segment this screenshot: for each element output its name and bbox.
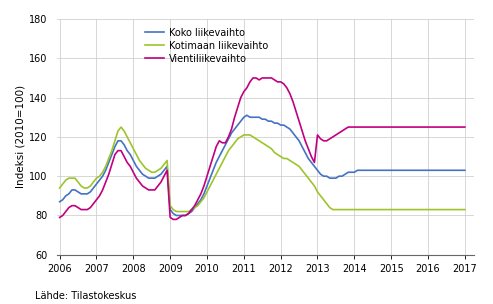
- Line: Vientiliikevaihto: Vientiliikevaihto: [60, 78, 465, 219]
- Koko liikevaihto: [444, 168, 450, 172]
- Y-axis label: Indeksi (2010=100): Indeksi (2010=100): [15, 85, 25, 188]
- Koko liikevaihto: [453, 168, 458, 172]
- Vientiliikevaihto: [453, 125, 458, 129]
- Line: Kotimaan liikevaihto: Kotimaan liikevaihto: [60, 127, 465, 212]
- Kotimaan liikevaihto: [57, 186, 63, 190]
- Vientiliikevaihto: [57, 216, 63, 219]
- Kotimaan liikevaihto: [118, 125, 124, 129]
- Kotimaan liikevaihto: [462, 208, 468, 211]
- Kotimaan liikevaihto: [342, 208, 348, 211]
- Vientiliikevaihto: [317, 137, 323, 141]
- Kotimaan liikevaihto: [330, 208, 336, 211]
- Kotimaan liikevaihto: [317, 194, 323, 198]
- Koko liikevaihto: [317, 172, 323, 176]
- Text: Lähde: Tilastokeskus: Lähde: Tilastokeskus: [35, 291, 136, 301]
- Koko liikevaihto: [174, 214, 179, 217]
- Kotimaan liikevaihto: [84, 186, 90, 190]
- Koko liikevaihto: [57, 200, 63, 204]
- Koko liikevaihto: [342, 172, 348, 176]
- Kotimaan liikevaihto: [453, 208, 458, 211]
- Kotimaan liikevaihto: [444, 208, 450, 211]
- Koko liikevaihto: [462, 168, 468, 172]
- Vientiliikevaihto: [84, 208, 90, 211]
- Vientiliikevaihto: [330, 135, 336, 139]
- Legend: Koko liikevaihto, Kotimaan liikevaihto, Vientiliikevaihto: Koko liikevaihto, Kotimaan liikevaihto, …: [141, 24, 272, 67]
- Vientiliikevaihto: [462, 125, 468, 129]
- Vientiliikevaihto: [444, 125, 450, 129]
- Vientiliikevaihto: [170, 218, 176, 221]
- Koko liikevaihto: [84, 192, 90, 196]
- Line: Koko liikevaihto: Koko liikevaihto: [60, 115, 465, 216]
- Koko liikevaihto: [330, 176, 336, 180]
- Koko liikevaihto: [244, 113, 250, 117]
- Vientiliikevaihto: [342, 127, 348, 131]
- Kotimaan liikevaihto: [174, 210, 179, 213]
- Vientiliikevaihto: [250, 76, 256, 80]
